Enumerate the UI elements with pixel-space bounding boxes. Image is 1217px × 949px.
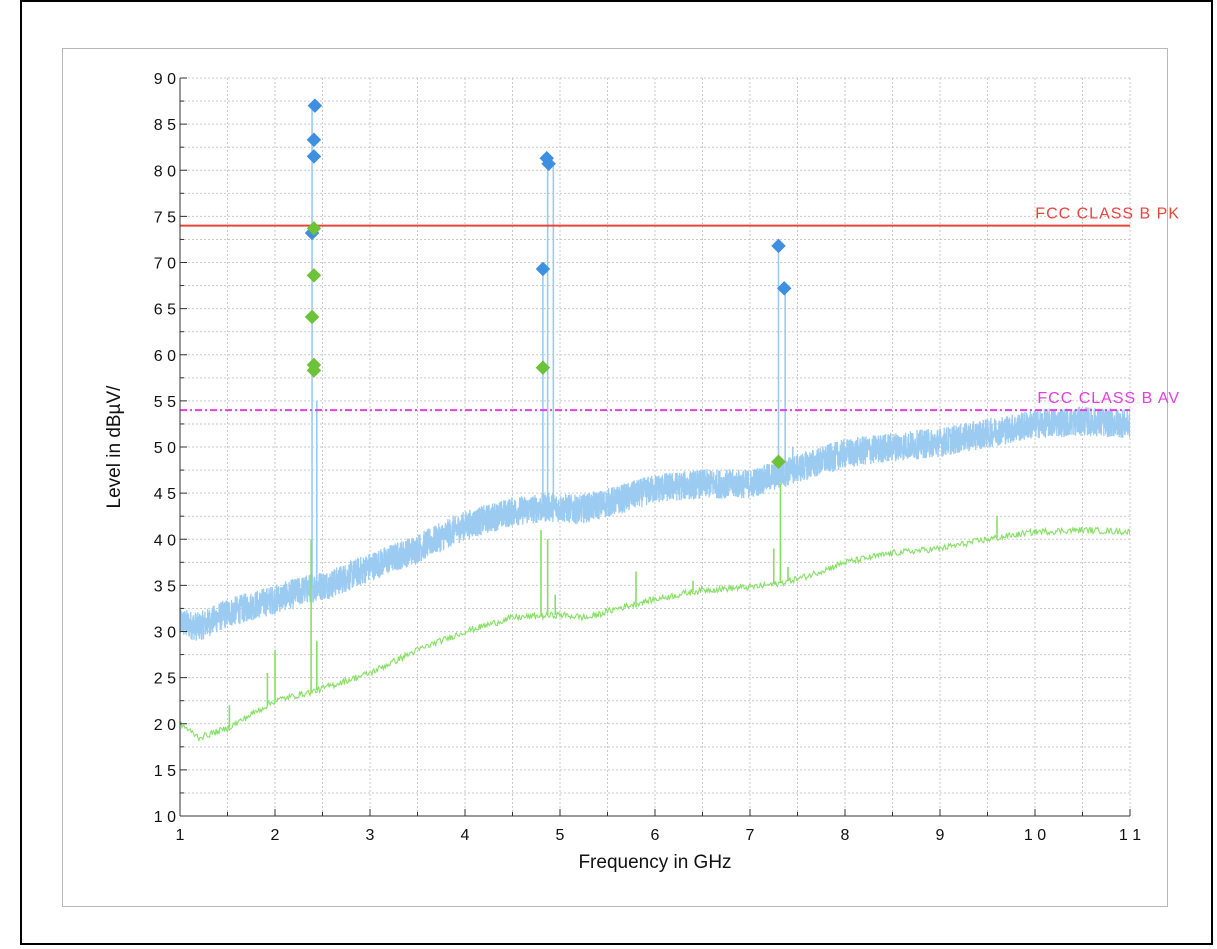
x-tick-label: 2 [271, 827, 280, 844]
peak-marker [535, 360, 551, 376]
y-tick-label: 7 5 [154, 209, 176, 226]
outer-frame [20, 0, 1213, 945]
y-tick-label: 1 5 [154, 763, 176, 780]
y-tick-label: 4 5 [154, 486, 176, 503]
peak-marker [306, 363, 322, 378]
y-tick-label: 5 0 [154, 440, 176, 457]
peak-marker [306, 221, 322, 236]
y-axis-label: Level in dBµV/ [104, 385, 125, 509]
x-tick-label: 9 [936, 827, 945, 844]
y-tick-label: 2 5 [154, 671, 176, 688]
limit-lines: FCC CLASS B PK FCC CLASS B AV [180, 206, 1180, 412]
trace-1 [180, 406, 1130, 641]
limit-line-label: FCC CLASS B PK [1035, 206, 1180, 223]
x-tick-label: 1 [176, 827, 185, 844]
y-tick-label: 7 0 [154, 256, 176, 273]
peak-marker [307, 98, 323, 114]
y-tick-label: 9 0 [154, 71, 176, 88]
peak-marker [306, 149, 322, 164]
x-tick-label: 6 [651, 827, 660, 844]
traces [180, 105, 1130, 743]
x-tick-label: 4 [461, 827, 470, 844]
y-tick-label: 3 5 [154, 578, 176, 595]
peak-marker [776, 280, 792, 296]
tick-labels: 1 2 3 4 5 6 7 8 9 1 0 1 1 1 0 1 5 2 0 2 5 3 0 3 5 4 0 4 5 5… [154, 71, 1141, 844]
x-tick-label: 8 [841, 827, 850, 844]
peak-markers [304, 98, 792, 470]
peak-marker [541, 156, 556, 172]
y-tick-label: 4 0 [154, 532, 176, 549]
y-tick-label: 6 5 [154, 302, 176, 319]
peak-marker [306, 268, 322, 283]
x-tick-label: 3 [366, 827, 375, 844]
x-tick-label: 7 [746, 827, 755, 844]
peak-marker [306, 132, 322, 148]
y-tick-label: 8 5 [154, 117, 176, 134]
y-tick-label: 6 0 [154, 348, 176, 365]
y-tick-label: 2 0 [154, 717, 176, 734]
y-tick-label: 3 0 [154, 625, 176, 642]
x-tick-label: 1 0 [1024, 827, 1046, 844]
y-tick-label: 8 0 [154, 163, 176, 180]
x-axis-label: Frequency in GHz [578, 852, 731, 873]
y-tick-label: 5 5 [154, 394, 176, 411]
x-tick-label: 1 1 [1119, 827, 1141, 844]
axes [179, 77, 1131, 817]
peak-marker [771, 454, 786, 470]
y-tick-label: 1 0 [154, 809, 176, 826]
peak-marker [535, 261, 551, 277]
x-tick-label: 5 [556, 827, 565, 844]
peak-marker [304, 309, 320, 325]
peak-marker [771, 238, 786, 254]
trace-2 [180, 526, 1130, 743]
limit-line-label: FCC CLASS B AV [1037, 390, 1180, 407]
